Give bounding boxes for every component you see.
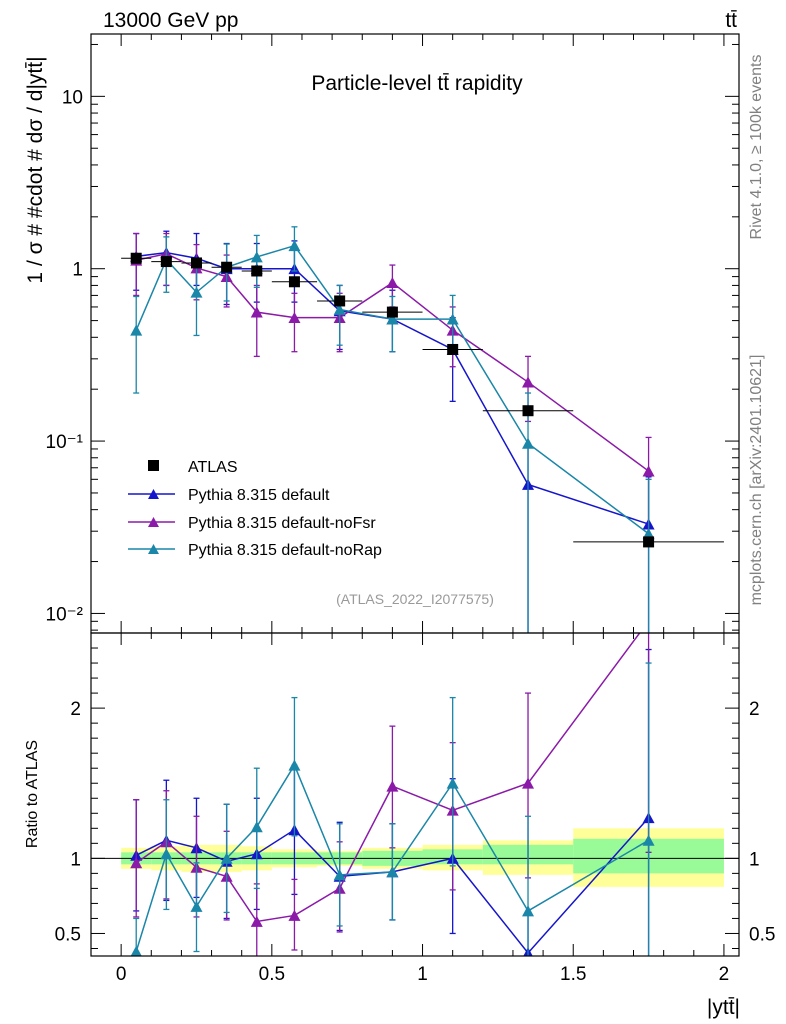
main-pythia-8-315-default-norap-point-5	[288, 239, 301, 252]
main-y-axis-label: 1 / σ # #cdot # dσ / d|ytt̄|	[24, 56, 47, 283]
legend-marker-nofsr	[148, 517, 159, 527]
main-pythia-8-315-default-norap-point-6	[333, 303, 346, 315]
main-y-tick-label-1: 1	[72, 260, 83, 281]
main-pythia-8-315-default-nofsr-point-5	[288, 311, 301, 324]
main-atlas-point-0	[130, 252, 142, 264]
ratio-pythia-8-315-default-norap-point-9	[522, 905, 535, 917]
main-pythia-8-315-default-norap-point-0	[130, 324, 143, 336]
analysis-tag: (ATLAS_2022_I2077575)	[336, 591, 494, 607]
main-y-tick-label-10: 10	[62, 87, 83, 108]
ratio-pythia-8-315-default-nofsr-point-5	[288, 909, 301, 921]
ratio-pythia-8-315-default-nofsr-point-9	[522, 777, 535, 789]
main-atlas-point-7	[386, 306, 398, 318]
rivet-version-label: Rivet 4.1.0, ≥ 100k events	[748, 55, 765, 240]
main-atlas-point-9	[522, 405, 534, 417]
main-pythia-8-315-default-nofsr-point-4	[250, 306, 263, 318]
ratio-pythia-8-315-default-norap-point-10	[642, 834, 655, 846]
plot-title: Particle-level tt̄ rapidity	[311, 72, 523, 95]
x-tick-label-0.5: 0.5	[259, 964, 285, 985]
ratio-pythia-8-315-default-norap-point-7	[386, 866, 399, 878]
ratio-pythia-8-315-default-norap-point-3	[220, 852, 233, 864]
legend-label-norap: Pythia 8.315 default-noRap	[188, 542, 382, 559]
header-process-label: tt̄	[725, 9, 737, 32]
legend-marker-norap	[148, 544, 159, 554]
ratio-pythia-8-315-default-nofsr-point-0	[130, 857, 143, 869]
x-axis-label: |ytt̄|	[707, 996, 740, 1019]
main-pythia-8-315-default-nofsr-point-10	[642, 465, 655, 477]
ratio-y-tick-label-2: 2	[70, 699, 81, 720]
main-atlas-point-10	[643, 536, 655, 548]
x-tick-label-0: 0	[116, 964, 127, 985]
x-tick-label-1: 1	[417, 964, 428, 985]
ratio-pythia-8-315-default-norap-point-5	[288, 759, 301, 771]
ratio-y-tick-label-right-1: 1	[749, 849, 760, 870]
ratio-y-axis-label: Ratio to ATLAS	[24, 740, 41, 848]
ratio-y-tick-label-right-2: 2	[749, 699, 760, 720]
ratio-pythia-8-315-default-norap-point-2	[190, 900, 203, 912]
legend-label-nofsr: Pythia 8.315 default-noFsr	[188, 515, 376, 532]
axes: 0 0.5 1 1.5 2 10⁻² 10⁻¹ 1 10 0.5 0.5 1 1 2 2	[46, 33, 775, 985]
ratio-pythia-8-315-default-norap-point-1	[160, 848, 173, 860]
ratio-pythia-8-315-default-norap-point-4	[250, 821, 263, 833]
legend-marker-atlas	[148, 460, 159, 471]
legend-marker-default	[148, 489, 159, 499]
main-pythia-8-315-default-norap-point-4	[250, 251, 263, 263]
legend-label-atlas: ATLAS	[188, 459, 238, 476]
ratio-pythia-8-315-default-norap-point-6	[333, 869, 346, 881]
ratio-pythia-8-315-default-norap-point-8	[446, 777, 459, 789]
main-atlas-point-8	[447, 343, 459, 355]
main-pythia-8-315-default-norap-point-9	[522, 437, 535, 449]
ratio-pythia-8-315-default-nofsr-point-7	[386, 780, 399, 792]
ratio-y-tick-label-0.5: 0.5	[55, 924, 81, 945]
main-pythia-8-315-default-norap-point-10	[642, 528, 655, 540]
main-atlas-point-1	[160, 256, 172, 268]
main-atlas-point-2	[190, 257, 202, 269]
main-plot-series	[121, 226, 724, 633]
ratio-frame	[90, 632, 740, 957]
main-atlas-point-5	[288, 276, 300, 288]
main-pythia-8-315-default-norap-point-8	[446, 313, 459, 325]
main-pythia-8-315-default-norap-point-2	[190, 286, 203, 298]
main-pythia-8-315-default-nofsr-point-9	[522, 376, 535, 388]
legend: ATLAS Pythia 8.315 default Pythia 8.315 …	[128, 459, 382, 559]
ratio-pythia-8-315-default-nofsr-point-4	[250, 915, 263, 927]
x-tick-label-1.5: 1.5	[560, 964, 586, 985]
main-y-tick-label-0.1: 10⁻¹	[46, 432, 84, 453]
ratio-pythia-8-315-default-norap-point-0	[130, 945, 142, 956]
main-pythia-8-315-default-norap-point-7	[386, 313, 399, 325]
main-y-tick-label-0.01: 10⁻²	[46, 604, 84, 625]
ratio-y-tick-label-right-0.5: 0.5	[749, 924, 775, 945]
main-atlas-point-4	[251, 265, 263, 277]
ratio-uncertainty-bands	[121, 828, 724, 887]
legend-label-default: Pythia 8.315 default	[188, 487, 330, 504]
mcplots-credit-label: mcplots.cern.ch [arXiv:2401.10621]	[748, 355, 765, 606]
ratio-y-tick-label-1: 1	[70, 849, 81, 870]
header-energy-label: 13000 GeV pp	[103, 9, 238, 32]
main-atlas-point-3	[221, 261, 233, 273]
main-atlas-point-6	[334, 295, 346, 307]
main-pythia-8-315-default-nofsr-point-7	[386, 276, 399, 289]
x-tick-label-2: 2	[719, 964, 730, 985]
ratio-plot-series	[130, 633, 655, 956]
